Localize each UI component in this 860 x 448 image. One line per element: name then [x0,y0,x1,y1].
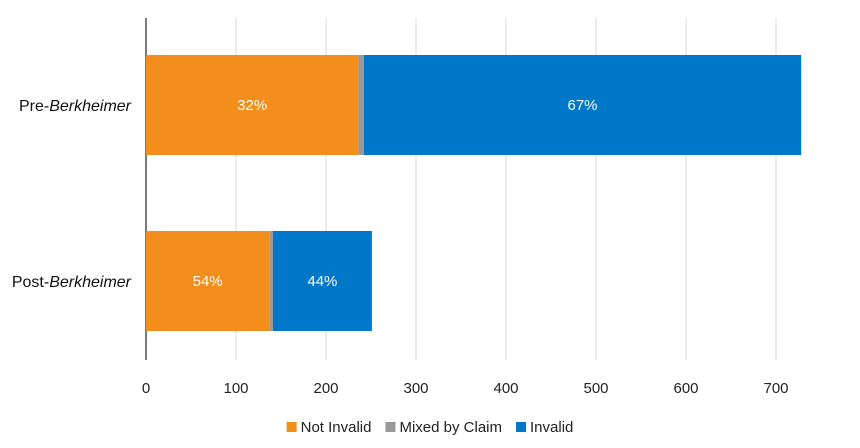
x-tick-label: 500 [583,380,608,397]
legend: Not Invalid Mixed by Claim Invalid [287,419,574,436]
x-tick-label: 100 [223,380,248,397]
bar-segment [358,55,363,155]
legend-swatch [385,422,395,432]
legend-item: Mixed by Claim [385,419,502,436]
category-label-name: Berkheimer [49,98,131,115]
legend-item: Not Invalid [287,419,372,436]
x-axis-tick-labels: 0 100 200 300 400 500 600 700 [142,380,789,397]
x-tick-label: 700 [763,380,788,397]
legend-label: Invalid [530,419,573,436]
category-label-prefix: Pre- [19,98,49,115]
x-tick-label: 600 [673,380,698,397]
legend-swatch [516,422,526,432]
data-label: 32% [237,97,267,114]
legend-label: Not Invalid [301,419,372,436]
x-tick-label: 200 [313,380,338,397]
legend-swatch [287,422,297,432]
legend-item: Invalid [516,419,573,436]
x-tick-label: 400 [493,380,518,397]
category-label-name: Berkheimer [49,274,131,291]
category-label-prefix: Post- [12,274,49,291]
category-label: Pre-Berkheimer [19,98,132,115]
bar-segment [269,231,273,331]
data-label: 44% [307,273,337,290]
data-label: 67% [567,97,597,114]
x-tick-label: 0 [142,380,150,397]
data-label: 54% [193,273,223,290]
legend-label: Mixed by Claim [399,419,502,436]
category-label: Post-Berkheimer [12,274,132,291]
x-tick-label: 300 [403,380,428,397]
category-labels: Pre-BerkheimerPost-Berkheimer [12,98,132,291]
